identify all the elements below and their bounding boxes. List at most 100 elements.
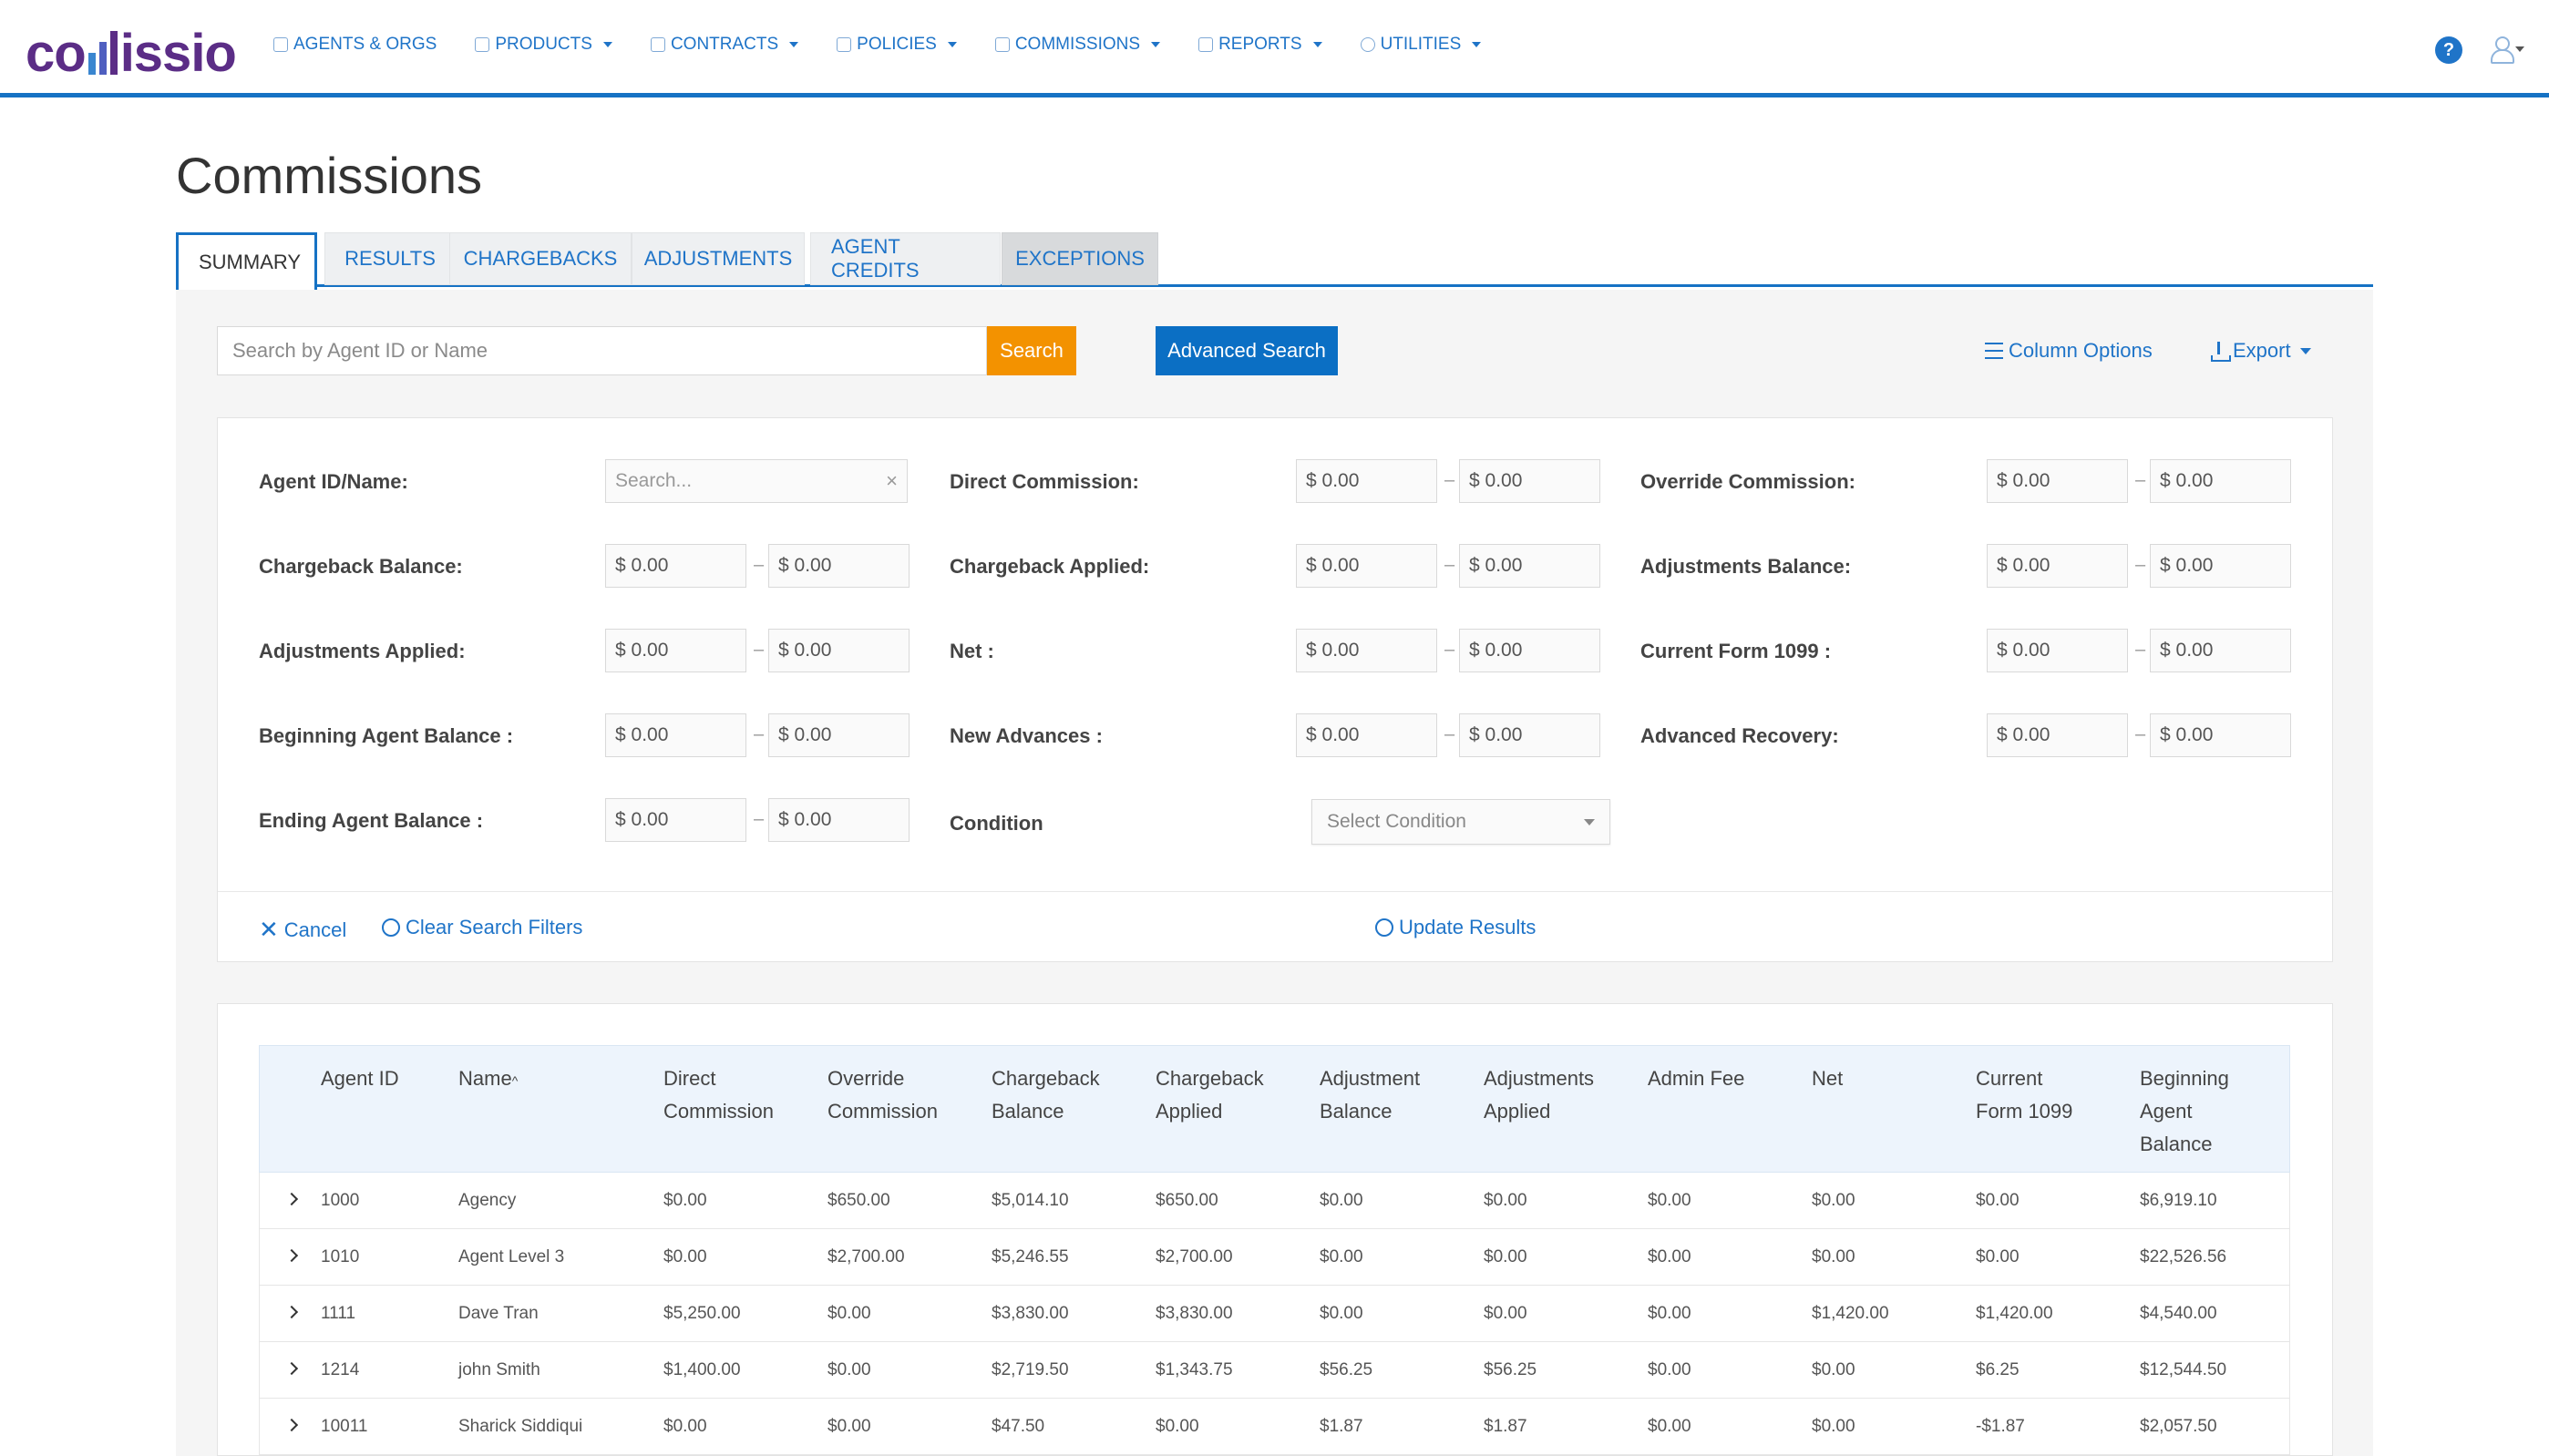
current-form-1099-min[interactable]: $ 0.00 [1987,629,2128,672]
advanced-search-label: Advanced Search [1167,339,1326,362]
adjustments-applied-max[interactable]: $ 0.00 [768,629,910,672]
table-row[interactable]: 1214 john Smith $1,400.00 $0.00 $2,719.50 $1,… [259,1342,2290,1399]
adjustments-balance-max[interactable]: $ 0.00 [2150,544,2291,588]
override-commission-label: Override Commission: [1640,470,1855,493]
direct-commission-max[interactable]: $ 0.00 [1459,459,1600,503]
header-text: Commission [663,1100,775,1123]
advanced-search-button[interactable]: Advanced Search [1156,326,1338,375]
chevron-right-icon[interactable] [284,1361,299,1376]
tab-chargebacks[interactable]: CHARGEBACKS [449,232,632,285]
cancel-link[interactable]: ✕ Cancel [259,916,346,944]
header-agent-id[interactable]: Agent ID [321,1062,399,1095]
nav-products[interactable]: PRODUCTS [475,35,612,55]
advanced-recovery-min[interactable]: $ 0.00 [1987,713,2128,757]
help-icon[interactable]: ? [2435,36,2462,64]
agent-id-name-input[interactable]: Search... × [605,459,908,503]
net-min[interactable]: $ 0.00 [1296,629,1437,672]
header-chargeback-applied[interactable]: Chargeback Applied [1156,1062,1264,1128]
tab-agent-credits[interactable]: AGENT CREDITS [810,232,1001,285]
search-button[interactable]: Search [987,326,1076,375]
caret-down-icon [2299,347,2311,354]
cell-current-form-1099: -$1.87 [1976,1417,2025,1436]
reports-icon [1198,37,1214,52]
beginning-agent-balance-min[interactable]: $ 0.00 [605,713,746,757]
ending-agent-balance-max[interactable]: $ 0.00 [768,798,910,842]
override-commission-max[interactable]: $ 0.00 [2150,459,2291,503]
export-dropdown[interactable]: Export [2211,339,2311,363]
adjustments-balance-min[interactable]: $ 0.00 [1987,544,2128,588]
cell-adjustment-balance: $1.87 [1320,1417,1363,1436]
logo-text-start: co [26,24,87,83]
caret-down-icon [2515,46,2524,52]
header-direct-commission[interactable]: Direct Commission [663,1062,774,1128]
header-adjustment-balance[interactable]: Adjustment Balance [1320,1062,1420,1128]
table-row[interactable]: 1000 Agency $0.00 $650.00 $5,014.10 $650.00 $0… [259,1173,2290,1229]
header-admin-fee[interactable]: Admin Fee [1648,1062,1744,1095]
cell-current-form-1099: $6.25 [1976,1360,2020,1379]
net-max[interactable]: $ 0.00 [1459,629,1600,672]
logo-bars-icon [87,31,118,75]
nav-commissions[interactable]: COMMISSIONS [994,35,1161,55]
new-advances-max[interactable]: $ 0.00 [1459,713,1600,757]
products-icon [475,37,490,52]
table-row[interactable]: 1010 Agent Level 3 $0.00 $2,700.00 $5,246.55… [259,1229,2290,1286]
update-results-link[interactable]: Update Results [1375,916,1536,939]
tab-results[interactable]: RESULTS [324,232,456,285]
header-name[interactable]: Name^ [458,1062,518,1097]
header-chargeback-balance[interactable]: Chargeback Balance [992,1062,1100,1128]
condition-select[interactable]: Select Condition [1311,799,1610,845]
agent-search-placeholder: Search... [615,470,693,491]
cell-adjustments-applied: $0.00 [1484,1191,1527,1210]
column-options-link[interactable]: Column Options [1985,339,2153,363]
header-text: Current [1976,1067,2043,1090]
filter-footer: ✕ Cancel Clear Search Filters Update Res… [218,891,2332,962]
user-menu[interactable] [2490,35,2526,64]
clear-icon[interactable]: × [886,469,898,492]
header-text: Net [1812,1067,1844,1090]
beginning-agent-balance-max[interactable]: $ 0.00 [768,713,910,757]
tab-adjustments[interactable]: ADJUSTMENTS [632,232,805,285]
adjustments-applied-min[interactable]: $ 0.00 [605,629,746,672]
chevron-right-icon[interactable] [284,1418,299,1432]
header-current-form-1099[interactable]: Current Form 1099 [1976,1062,2072,1128]
cell-chargeback-balance: $5,246.55 [992,1247,1069,1266]
chevron-right-icon[interactable] [284,1305,299,1319]
header-override-commission[interactable]: Override Commission [827,1062,938,1128]
table-row[interactable]: 1111 Dave Tran $5,250.00 $0.00 $3,830.00 $3,8… [259,1286,2290,1342]
nav-label: CONTRACTS [670,35,779,54]
refresh-icon [1375,918,1393,937]
chevron-right-icon[interactable] [284,1248,299,1263]
chargeback-balance-min[interactable]: $ 0.00 [605,544,746,588]
agent-search-input[interactable] [217,326,987,375]
new-advances-min[interactable]: $ 0.00 [1296,713,1437,757]
table-row[interactable]: 10011 Sharick Siddiqui $0.00 $0.00 $47.50 $0.… [259,1399,2290,1455]
cell-chargeback-applied: $2,700.00 [1156,1247,1233,1266]
commissio-logo[interactable]: co issio [26,20,237,84]
nav-reports[interactable]: REPORTS [1198,35,1322,55]
nav-policies[interactable]: POLICIES [837,35,957,55]
nav-label: COMMISSIONS [1014,35,1141,54]
range-dash: – [2135,640,2146,660]
chargeback-balance-max[interactable]: $ 0.00 [768,544,910,588]
header-text: Direct [663,1067,716,1090]
header-adjustments-applied[interactable]: Adjustments Applied [1484,1062,1594,1128]
advanced-recovery-max[interactable]: $ 0.00 [2150,713,2291,757]
header-text: Form 1099 [1976,1100,2073,1123]
tab-summary[interactable]: SUMMARY [176,232,317,290]
clear-search-filters-link[interactable]: Clear Search Filters [382,916,582,939]
direct-commission-min[interactable]: $ 0.00 [1296,459,1437,503]
header-beginning-agent-balance[interactable]: Beginning Agent Balance [2140,1062,2229,1161]
override-commission-min[interactable]: $ 0.00 [1987,459,2128,503]
chargeback-applied-max[interactable]: $ 0.00 [1459,544,1600,588]
ending-agent-balance-min[interactable]: $ 0.00 [605,798,746,842]
chargeback-applied-min[interactable]: $ 0.00 [1296,544,1437,588]
nav-contracts[interactable]: CONTRACTS [650,35,799,55]
header-text: Applied [1484,1100,1551,1123]
nav-utilities[interactable]: UTILITIES [1360,35,1482,55]
download-icon [2211,342,2231,362]
chevron-right-icon[interactable] [284,1192,299,1206]
current-form-1099-max[interactable]: $ 0.00 [2150,629,2291,672]
tab-exceptions[interactable]: EXCEPTIONS [1002,232,1158,285]
nav-agents-orgs[interactable]: AGENTS & ORGS [273,35,437,55]
header-net[interactable]: Net [1812,1062,1843,1095]
